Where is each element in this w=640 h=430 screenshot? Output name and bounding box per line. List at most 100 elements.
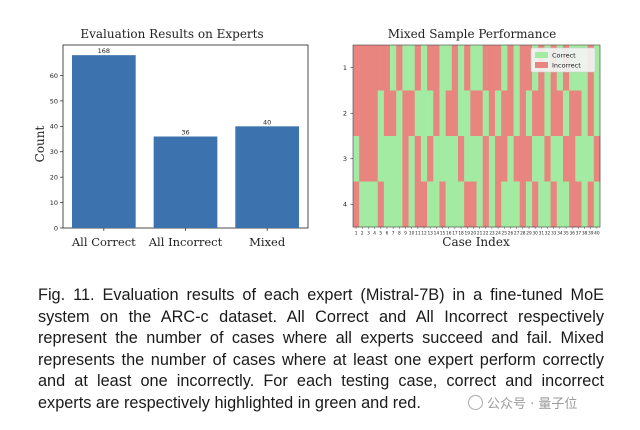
- cell-correct: [359, 181, 366, 228]
- cell-correct: [383, 136, 391, 182]
- cell-incorrect: [501, 136, 508, 182]
- cell-incorrect: [550, 181, 558, 228]
- cell-incorrect: [550, 90, 558, 137]
- cell-incorrect: [353, 45, 360, 91]
- y-tick-label: 40: [50, 123, 58, 131]
- cell-correct: [402, 45, 409, 91]
- x-tick-label: 9: [404, 231, 407, 237]
- cell-correct: [439, 136, 446, 182]
- cell-correct: [575, 136, 582, 182]
- x-tick-label: 8: [398, 231, 401, 237]
- cell-correct: [353, 136, 360, 182]
- x-tick-label: 19: [465, 231, 471, 237]
- cell-incorrect: [538, 90, 545, 137]
- cell-correct: [581, 181, 588, 228]
- wechat-icon: [468, 395, 483, 410]
- cell-correct: [464, 90, 471, 137]
- heatmap-frame: [352, 44, 601, 228]
- cell-correct: [365, 181, 372, 228]
- cell-correct: [390, 45, 397, 91]
- cell-incorrect: [353, 181, 360, 228]
- cell-correct: [420, 45, 428, 91]
- cell-incorrect: [433, 45, 440, 91]
- cell-incorrect: [575, 90, 582, 137]
- x-tick-label: 13: [427, 231, 433, 237]
- cell-incorrect: [519, 90, 527, 137]
- cell-incorrect: [390, 90, 397, 137]
- cell-correct: [476, 181, 483, 228]
- x-tick-label: 16: [446, 231, 452, 237]
- cell-correct: [488, 181, 496, 228]
- y-tick-label: 1: [343, 64, 347, 72]
- cell-correct: [451, 136, 459, 182]
- cell-incorrect: [359, 90, 366, 137]
- cell-correct: [495, 90, 502, 137]
- cell-incorrect: [488, 45, 496, 91]
- heatmap-legend: Correct Incorrect: [530, 47, 596, 73]
- x-tick-label: 15: [440, 231, 446, 237]
- cell-correct: [390, 136, 397, 182]
- x-tick-label: 18: [458, 231, 464, 237]
- cell-incorrect: [371, 90, 378, 137]
- cell-correct: [501, 45, 508, 91]
- cell-correct: [371, 181, 378, 228]
- x-tick-label: 27: [514, 231, 520, 237]
- cell-correct: [525, 90, 533, 137]
- x-tick-label: 22: [483, 231, 489, 237]
- cell-incorrect: [414, 181, 422, 228]
- x-tick-label: All Incorrect: [148, 235, 223, 249]
- y-tick-label: 20: [50, 174, 58, 182]
- cell-correct: [470, 45, 477, 91]
- cell-incorrect: [519, 181, 527, 228]
- watermark: 公众号 · 量子位: [468, 393, 577, 412]
- bar-chart-axes: 0 10 20 30 40 50 60 All Correct All Incorrect Mix…: [50, 44, 309, 249]
- cell-correct: [427, 181, 434, 228]
- cell-incorrect: [569, 90, 576, 137]
- x-tick-label: 38: [582, 231, 588, 237]
- cell-incorrect: [513, 136, 521, 182]
- cell-incorrect: [402, 90, 409, 137]
- cell-correct: [538, 181, 545, 228]
- cell-correct: [507, 181, 514, 228]
- cell-correct: [587, 136, 595, 182]
- cell-correct: [538, 136, 545, 182]
- cell-correct: [457, 45, 465, 91]
- cell-correct: [556, 181, 564, 228]
- cell-correct: [445, 45, 453, 91]
- bar-chart-ylabel: Count: [33, 125, 47, 162]
- cell-correct: [513, 181, 521, 228]
- cell-incorrect: [445, 90, 453, 137]
- cell-correct: [439, 45, 446, 91]
- x-tick-label: 30: [532, 231, 538, 237]
- x-tick-label: 17: [452, 231, 458, 237]
- x-tick-label: 35: [563, 231, 569, 237]
- cell-correct: [457, 90, 465, 137]
- cell-incorrect: [377, 181, 385, 228]
- x-tick-label: 33: [551, 231, 557, 237]
- cell-correct: [562, 90, 570, 137]
- cell-correct: [507, 136, 514, 182]
- cell-incorrect: [495, 136, 502, 182]
- cell-incorrect: [501, 90, 508, 137]
- cell-correct: [390, 181, 397, 228]
- cell-correct: [482, 90, 490, 137]
- bar-all-correct: [71, 55, 136, 228]
- heatmap-cells: [353, 45, 601, 228]
- heatmap-title: Mixed Sample Performance: [388, 27, 557, 41]
- cell-incorrect: [383, 90, 391, 137]
- legend-label: Correct: [552, 52, 576, 60]
- x-tick-label: 12: [421, 231, 427, 237]
- cell-correct: [464, 136, 471, 182]
- x-tick-label: 10: [409, 231, 415, 237]
- cell-correct: [396, 181, 403, 228]
- bar-data-label: 36: [181, 129, 189, 137]
- figure-caption: Fig. 11. Evaluation results of each expe…: [38, 286, 604, 412]
- bar-all-incorrect: [153, 136, 218, 228]
- cell-incorrect: [420, 181, 428, 228]
- cell-incorrect: [470, 181, 477, 228]
- cell-correct: [501, 181, 508, 228]
- cell-incorrect: [507, 90, 514, 137]
- x-tick-label: 29: [526, 231, 532, 237]
